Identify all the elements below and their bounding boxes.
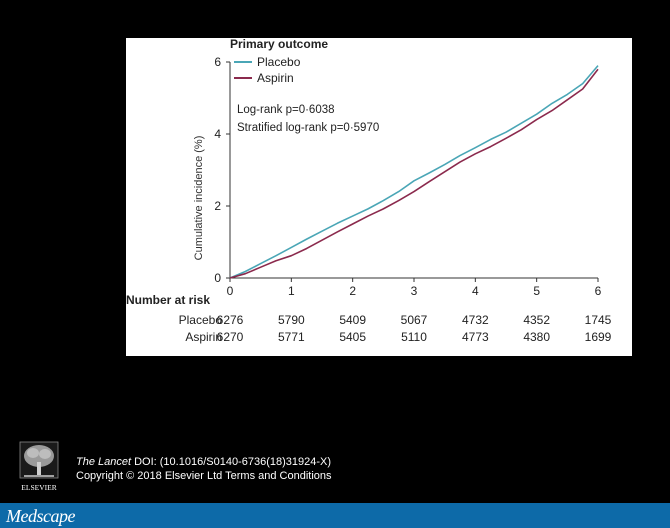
journal-name: The Lancet: [76, 456, 132, 468]
medscape-logo: Medscape: [6, 506, 75, 526]
y-axis-label: Cumulative incidence (%): [193, 136, 205, 261]
x-tick-label: 1: [288, 284, 295, 298]
y-tick-label: 0: [214, 271, 221, 285]
legend-label-aspirin: Aspirin: [257, 71, 294, 85]
x-tick-label: 2: [349, 284, 356, 298]
logrank-annotation: Log-rank p=0·6038: [237, 104, 335, 116]
y-tick-label: 6: [214, 55, 221, 69]
risk-value: 5067: [401, 313, 428, 327]
risk-value: 5409: [339, 313, 366, 327]
risk-row-label: Aspirin: [185, 330, 222, 344]
risk-value: 5771: [278, 330, 305, 344]
y-tick-label: 2: [214, 199, 221, 213]
risk-value: 1745: [585, 313, 612, 327]
risk-row-label: Placebo: [179, 313, 223, 327]
risk-value: 6276: [217, 313, 244, 327]
chart-panel: 0 1 2 3 4 5 6 0 2 4 6 Primary outcome Placebo Aspi…: [126, 38, 632, 356]
legend: Placebo Aspirin: [234, 55, 301, 85]
doi-text: DOI: (10.1016/S0140-6736(18)31924-X): [131, 456, 332, 468]
risk-value: 4380: [523, 330, 550, 344]
risk-value: 4352: [523, 313, 550, 327]
survival-chart: 0 1 2 3 4 5 6 0 2 4 6 Primary outcome Placebo Aspi…: [126, 38, 612, 344]
copyright-text: Copyright © 2018 Elsevier Ltd Terms and …: [76, 470, 332, 482]
brand-bar: Medscape: [0, 503, 670, 528]
risk-value: 6270: [217, 330, 244, 344]
risk-value: 4732: [462, 313, 489, 327]
risk-value: 1699: [585, 330, 612, 344]
x-tick-label: 6: [595, 284, 602, 298]
series-line-aspirin: [229, 68, 599, 279]
risk-value: 5405: [339, 330, 366, 344]
x-tick-label: 3: [411, 284, 418, 298]
risk-value: 5790: [278, 313, 305, 327]
stratified-logrank-annotation: Stratified log-rank p=0·5970: [237, 122, 379, 134]
y-tick-label: 4: [214, 127, 221, 141]
elsevier-tree-icon: ELSEVIER: [19, 441, 59, 492]
elsevier-wordmark: ELSEVIER: [21, 483, 56, 492]
x-tick-label: 4: [472, 284, 479, 298]
x-tick-label: 5: [533, 284, 540, 298]
risk-value: 5110: [401, 330, 427, 344]
risk-table-title: Number at risk: [126, 293, 210, 307]
chart-title: Primary outcome: [230, 38, 328, 51]
risk-value: 4773: [462, 330, 489, 344]
copyright-line[interactable]: Copyright © 2018 Elsevier Ltd Terms and …: [76, 470, 332, 482]
citation-line: The Lancet DOI: (10.1016/S0140-6736(18)3…: [76, 456, 331, 468]
x-tick-label: 0: [227, 284, 234, 298]
legend-label-placebo: Placebo: [257, 55, 301, 69]
series-line-placebo: [229, 65, 599, 279]
elsevier-logo: ELSEVIER: [16, 440, 62, 496]
